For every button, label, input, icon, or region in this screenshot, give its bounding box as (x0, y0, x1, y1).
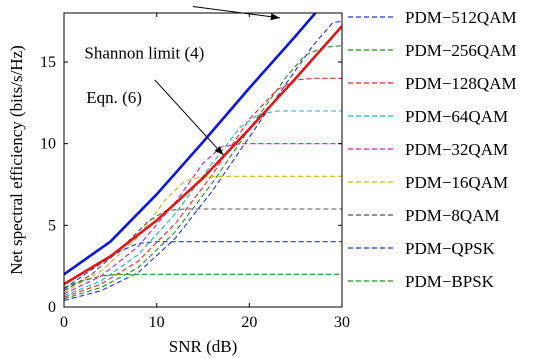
series-line-10 (64, 273, 342, 288)
annotation-arrow-line (192, 5, 280, 19)
legend-label: PDM−8QAM (405, 206, 500, 225)
legend-label: PDM−BPSK (405, 272, 495, 291)
legend-item: PDM−BPSK (348, 272, 495, 291)
legend: PDM−512QAM PDM−256QAM PDM−128QAM PDM−64QAM P… (348, 8, 517, 291)
legend-label: PDM−512QAM (405, 8, 517, 27)
series-line-6 (64, 143, 342, 295)
x-tick-label: 30 (334, 314, 350, 331)
y-tick-label: 0 (48, 299, 56, 316)
legend-label: PDM−128QAM (405, 74, 517, 93)
legend-label: PDM−16QAM (405, 173, 508, 192)
annotation-layer: Shannon limit (4) Eqn. (6) (84, 5, 280, 156)
annotation-label: Eqn. (6) (86, 88, 142, 107)
legend-item: PDM−8QAM (348, 206, 500, 225)
legend-item: PDM−128QAM (348, 74, 517, 93)
series-line-8 (64, 208, 342, 292)
legend-label: PDM−64QAM (405, 107, 508, 126)
plot-frame (63, 12, 343, 308)
series-line-3 (64, 45, 342, 300)
legend-label: PDM−256QAM (405, 41, 517, 60)
annotation-label: Shannon limit (4) (84, 44, 204, 63)
x-tick-label: 20 (241, 314, 257, 331)
y-tick-label: 5 (48, 217, 56, 234)
x-tick-label: 0 (60, 314, 68, 331)
x-tick-label: 10 (149, 314, 165, 331)
y-tick-label: 10 (40, 136, 56, 153)
x-axis-title: SNR (dB) (169, 337, 237, 356)
legend-item: PDM−QPSK (348, 239, 496, 258)
series-line-0 (64, 13, 318, 276)
annotation-arrow-line (154, 79, 224, 156)
legend-item: PDM−256QAM (348, 41, 517, 60)
y-tick-label: 15 (40, 54, 56, 71)
ticks-layer: 0 10 20 30 0 5 10 15 (40, 13, 350, 331)
series-line-1 (64, 25, 342, 286)
annotation-arrow-head (214, 146, 224, 156)
series-line-9 (64, 241, 342, 290)
legend-item: PDM−16QAM (348, 173, 508, 192)
legend-item: PDM−32QAM (348, 140, 508, 159)
legend-label: PDM−32QAM (405, 140, 508, 159)
series-line-2 (64, 20, 342, 302)
series-line-5 (64, 110, 342, 297)
legend-label: PDM−QPSK (405, 239, 496, 258)
legend-item: PDM−512QAM (348, 8, 517, 27)
series-layer (64, 13, 342, 302)
y-axis-title: Net spectral efficiency (bits/s/Hz) (7, 45, 26, 275)
annotation-arrow-head (270, 13, 280, 21)
legend-item: PDM−64QAM (348, 107, 508, 126)
